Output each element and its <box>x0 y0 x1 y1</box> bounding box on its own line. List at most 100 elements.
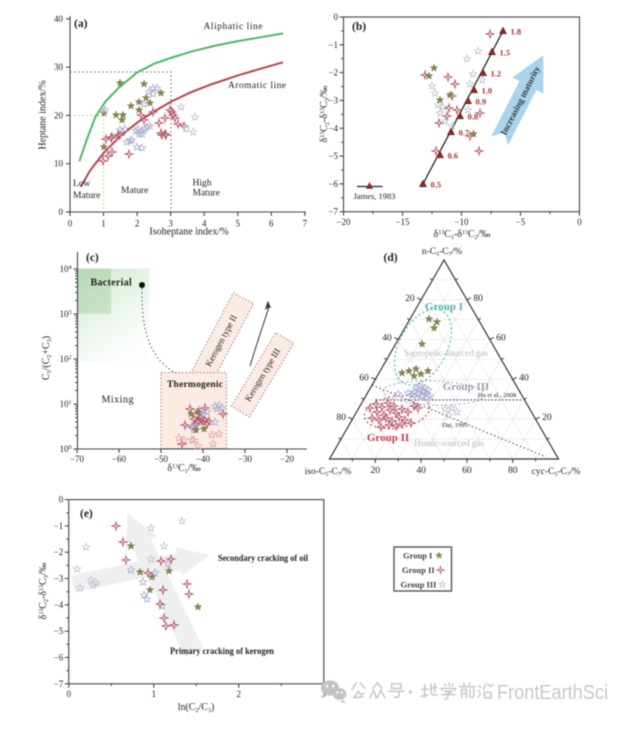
svg-text:Dai, 1995: Dai, 1995 <box>442 422 468 429</box>
svg-text:−6: −6 <box>54 653 64 663</box>
svg-text:60: 60 <box>462 466 472 476</box>
svg-text:−40: −40 <box>196 454 211 464</box>
svg-text:5: 5 <box>236 219 241 229</box>
svg-text:103: 103 <box>60 309 72 319</box>
svg-text:(a): (a) <box>74 18 88 30</box>
svg-text:Primary cracking of kerogen: Primary cracking of kerogen <box>170 646 274 656</box>
svg-text:1.0: 1.0 <box>482 86 493 96</box>
svg-text:δ13C2-δ13C3/‰: δ13C2-δ13C3/‰ <box>319 86 331 143</box>
svg-text:Group II: Group II <box>367 432 409 444</box>
svg-text:0: 0 <box>68 219 73 229</box>
svg-text:n-C5-C7/%: n-C5-C7/% <box>422 247 462 258</box>
svg-text:Aliphatic line: Aliphatic line <box>204 22 263 32</box>
svg-text:(b): (b) <box>352 21 366 33</box>
svg-text:−50: −50 <box>154 454 169 464</box>
svg-text:−30: −30 <box>238 454 253 464</box>
svg-text:0: 0 <box>334 12 339 22</box>
svg-text:(e): (e) <box>80 508 93 520</box>
svg-text:−5: −5 <box>328 151 338 161</box>
svg-text:−70: −70 <box>70 454 85 464</box>
svg-text:Aromatic line: Aromatic line <box>228 81 286 91</box>
svg-text:ln(C2/C3): ln(C2/C3) <box>178 702 215 714</box>
svg-text:−1: −1 <box>328 40 338 50</box>
svg-text:80: 80 <box>336 413 346 423</box>
svg-text:0.6: 0.6 <box>448 151 459 161</box>
svg-text:−60: −60 <box>112 454 127 464</box>
svg-text:−5: −5 <box>516 217 526 227</box>
svg-text:40: 40 <box>54 14 64 24</box>
svg-text:Bacterial: Bacterial <box>91 278 133 289</box>
svg-text:Group III: Group III <box>401 580 438 590</box>
svg-text:20: 20 <box>405 294 415 304</box>
svg-text:1: 1 <box>152 689 157 699</box>
svg-text:0: 0 <box>577 217 582 227</box>
svg-text:6: 6 <box>269 219 274 229</box>
svg-text:0: 0 <box>67 689 72 699</box>
svg-text:−4: −4 <box>328 123 338 133</box>
svg-text:Mature: Mature <box>193 189 220 199</box>
svg-text:30: 30 <box>54 62 64 72</box>
svg-text:4: 4 <box>202 219 207 229</box>
svg-text:1.8: 1.8 <box>511 27 522 37</box>
svg-text:−7: −7 <box>328 207 338 217</box>
svg-text:C1/(C2+C3): C1/(C2+C3) <box>41 336 53 380</box>
svg-text:20: 20 <box>371 466 381 476</box>
svg-text:δ13C1-δ13C2/‰: δ13C1-δ13C2/‰ <box>434 229 491 241</box>
svg-text:2: 2 <box>237 689 242 699</box>
svg-text:Group II: Group II <box>402 565 435 575</box>
svg-text:Humic-sourced gas: Humic-sourced gas <box>414 438 484 448</box>
svg-text:Isoheptane index/%: Isoheptane index/% <box>149 227 228 238</box>
svg-text:3: 3 <box>168 219 173 229</box>
svg-text:−3: −3 <box>54 574 64 584</box>
svg-text:20: 20 <box>542 413 552 423</box>
svg-text:0.5: 0.5 <box>431 180 442 190</box>
svg-text:Hu et al., 2008: Hu et al., 2008 <box>478 392 516 399</box>
svg-text:Group I: Group I <box>425 301 463 313</box>
svg-text:Secondary cracking of oil: Secondary cracking of oil <box>218 553 308 563</box>
svg-text:−7: −7 <box>54 679 64 689</box>
svg-text:cyc-C5-C7/%: cyc-C5-C7/% <box>532 467 581 478</box>
svg-text:10: 10 <box>54 159 64 169</box>
svg-text:100: 100 <box>60 444 72 454</box>
svg-text:−10: −10 <box>454 217 469 227</box>
svg-text:20: 20 <box>54 110 64 120</box>
svg-text:40: 40 <box>519 373 529 383</box>
svg-text:−3: −3 <box>328 95 338 105</box>
svg-text:101: 101 <box>60 399 72 409</box>
svg-text:James, 1983: James, 1983 <box>354 191 396 201</box>
svg-text:1.2: 1.2 <box>491 69 502 79</box>
svg-text:1: 1 <box>101 219 106 229</box>
svg-text:7: 7 <box>303 219 308 229</box>
svg-text:2: 2 <box>135 219 140 229</box>
svg-text:−1: −1 <box>54 521 64 531</box>
svg-text:0: 0 <box>59 495 64 505</box>
svg-text:0.8: 0.8 <box>468 112 479 122</box>
svg-text:−20: −20 <box>280 454 295 464</box>
svg-text:(c): (c) <box>86 252 99 264</box>
svg-text:40: 40 <box>416 466 426 476</box>
svg-text:−5: −5 <box>54 626 64 636</box>
svg-text:−4: −4 <box>54 600 64 610</box>
svg-text:−20: −20 <box>336 217 351 227</box>
svg-text:0: 0 <box>59 207 64 217</box>
svg-text:102: 102 <box>60 354 72 364</box>
svg-text:1.5: 1.5 <box>500 48 511 58</box>
svg-text:(d): (d) <box>384 252 398 264</box>
svg-text:iso-C5-C7/%: iso-C5-C7/% <box>305 467 352 478</box>
svg-text:60: 60 <box>359 373 369 383</box>
svg-text:40: 40 <box>382 334 392 344</box>
svg-text:−15: −15 <box>395 217 410 227</box>
svg-text:104: 104 <box>60 264 72 274</box>
svg-text:60: 60 <box>496 334 506 344</box>
svg-text:Mature: Mature <box>121 186 148 196</box>
svg-text:Sapropelic-sourced gas: Sapropelic-sourced gas <box>404 348 488 358</box>
svg-text:−2: −2 <box>54 547 64 557</box>
svg-text:Heptane index/%: Heptane index/% <box>38 80 49 149</box>
svg-text:High: High <box>193 179 212 189</box>
svg-text:0.9: 0.9 <box>476 97 487 107</box>
svg-text:Thermogenic: Thermogenic <box>167 380 223 390</box>
svg-text:FrontEarthSci: FrontEarthSci <box>497 681 608 704</box>
svg-text:−2: −2 <box>328 68 338 78</box>
svg-text:80: 80 <box>473 294 483 304</box>
svg-text:0.7: 0.7 <box>459 128 470 138</box>
